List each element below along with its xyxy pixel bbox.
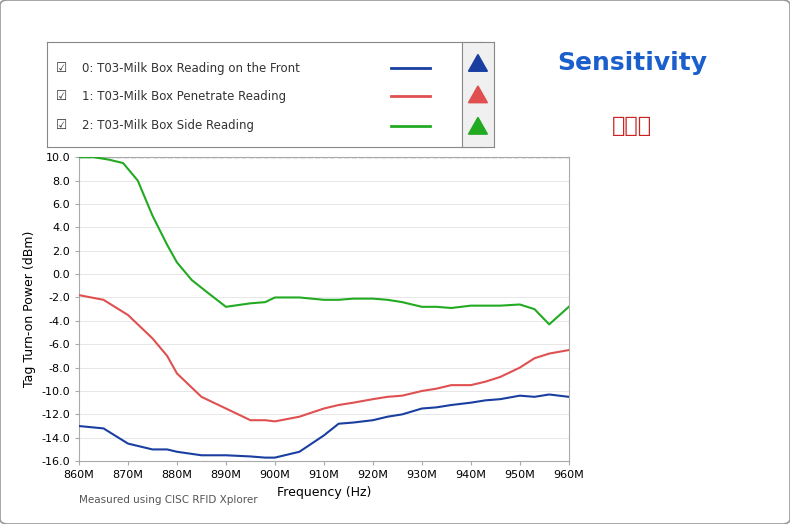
Polygon shape <box>468 117 487 134</box>
Text: Measured using CISC RFID Xplorer: Measured using CISC RFID Xplorer <box>79 495 258 505</box>
Text: ☑: ☑ <box>56 62 67 74</box>
Text: 2: T03-Milk Box Side Reading: 2: T03-Milk Box Side Reading <box>82 119 254 132</box>
X-axis label: Frequency (Hz): Frequency (Hz) <box>276 486 371 499</box>
Polygon shape <box>468 86 487 103</box>
Text: ☑: ☑ <box>56 90 67 103</box>
Y-axis label: Tag Turn-on Power (dBm): Tag Turn-on Power (dBm) <box>23 231 36 387</box>
Polygon shape <box>468 54 487 71</box>
Text: ☑: ☑ <box>56 119 67 132</box>
Text: 0: T03-Milk Box Reading on the Front: 0: T03-Milk Box Reading on the Front <box>82 62 300 74</box>
Text: Sensitivity: Sensitivity <box>557 51 707 75</box>
Text: 1: T03-Milk Box Penetrate Reading: 1: T03-Milk Box Penetrate Reading <box>82 90 286 103</box>
Text: 灵敏度: 灵敏度 <box>612 116 652 136</box>
